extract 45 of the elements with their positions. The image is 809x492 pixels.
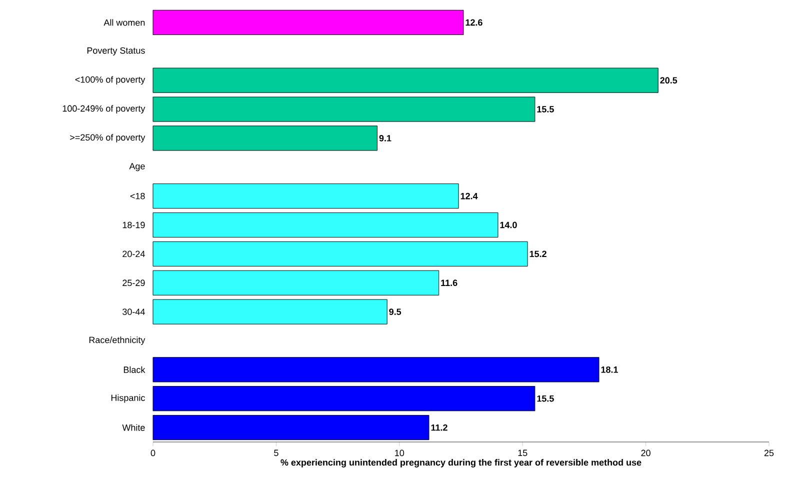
data-label: 15.5 [537,395,554,402]
data-label: 9.1 [379,135,392,142]
y-tick-label: Age [129,163,145,172]
x-tick-label: 10 [395,450,404,456]
y-tick-label: All women [104,19,145,26]
data-label: 12.4 [460,192,478,200]
x-tick-label: 5 [274,450,278,456]
x-tick-label: 15 [518,450,528,456]
data-label: 11.2 [431,424,448,431]
x-tick-label: 0 [150,450,156,456]
data-label: 15.2 [530,250,546,258]
bar [152,270,440,296]
y-tick-label: Hispanic [111,394,145,403]
y-tick-label: >=250% of poverty [70,134,146,142]
x-tick-label: 25 [764,450,774,456]
bar [152,357,600,382]
data-label: 9.5 [389,308,402,315]
bar [152,184,459,209]
y-tick-label: Race/ethnicity [89,336,146,345]
bar [152,241,528,266]
bar [152,96,536,122]
data-label: 11.6 [441,280,458,286]
bar [152,212,498,238]
y-tick-label: <100% of poverty [75,76,146,85]
x-tick-label: 20 [641,450,650,456]
y-tick-label: 100-249% of poverty [62,105,146,114]
y-tick-label: 25-29 [122,280,145,286]
bar [152,386,536,412]
data-label: 12.6 [466,19,482,26]
y-tick-label: 30-44 [122,308,145,315]
y-tick-label: 20-24 [122,250,145,258]
y-tick-label: Black [124,366,146,373]
data-label: 15.5 [537,106,554,112]
bar [152,10,464,36]
bar [152,126,378,151]
y-tick-label: <18 [130,192,145,200]
y-tick-label: White [122,424,145,431]
y-tick-label: Poverty Status [87,47,145,56]
bar [152,68,658,93]
bar [152,299,388,324]
data-label: 14.0 [500,222,517,228]
data-label: 18.1 [601,366,618,373]
y-tick-label: 18-19 [122,222,145,228]
x-axis-title: % experiencing unintended pregnancy during the first year of reversible method use [280,459,642,468]
data-label: 20.5 [660,77,678,84]
